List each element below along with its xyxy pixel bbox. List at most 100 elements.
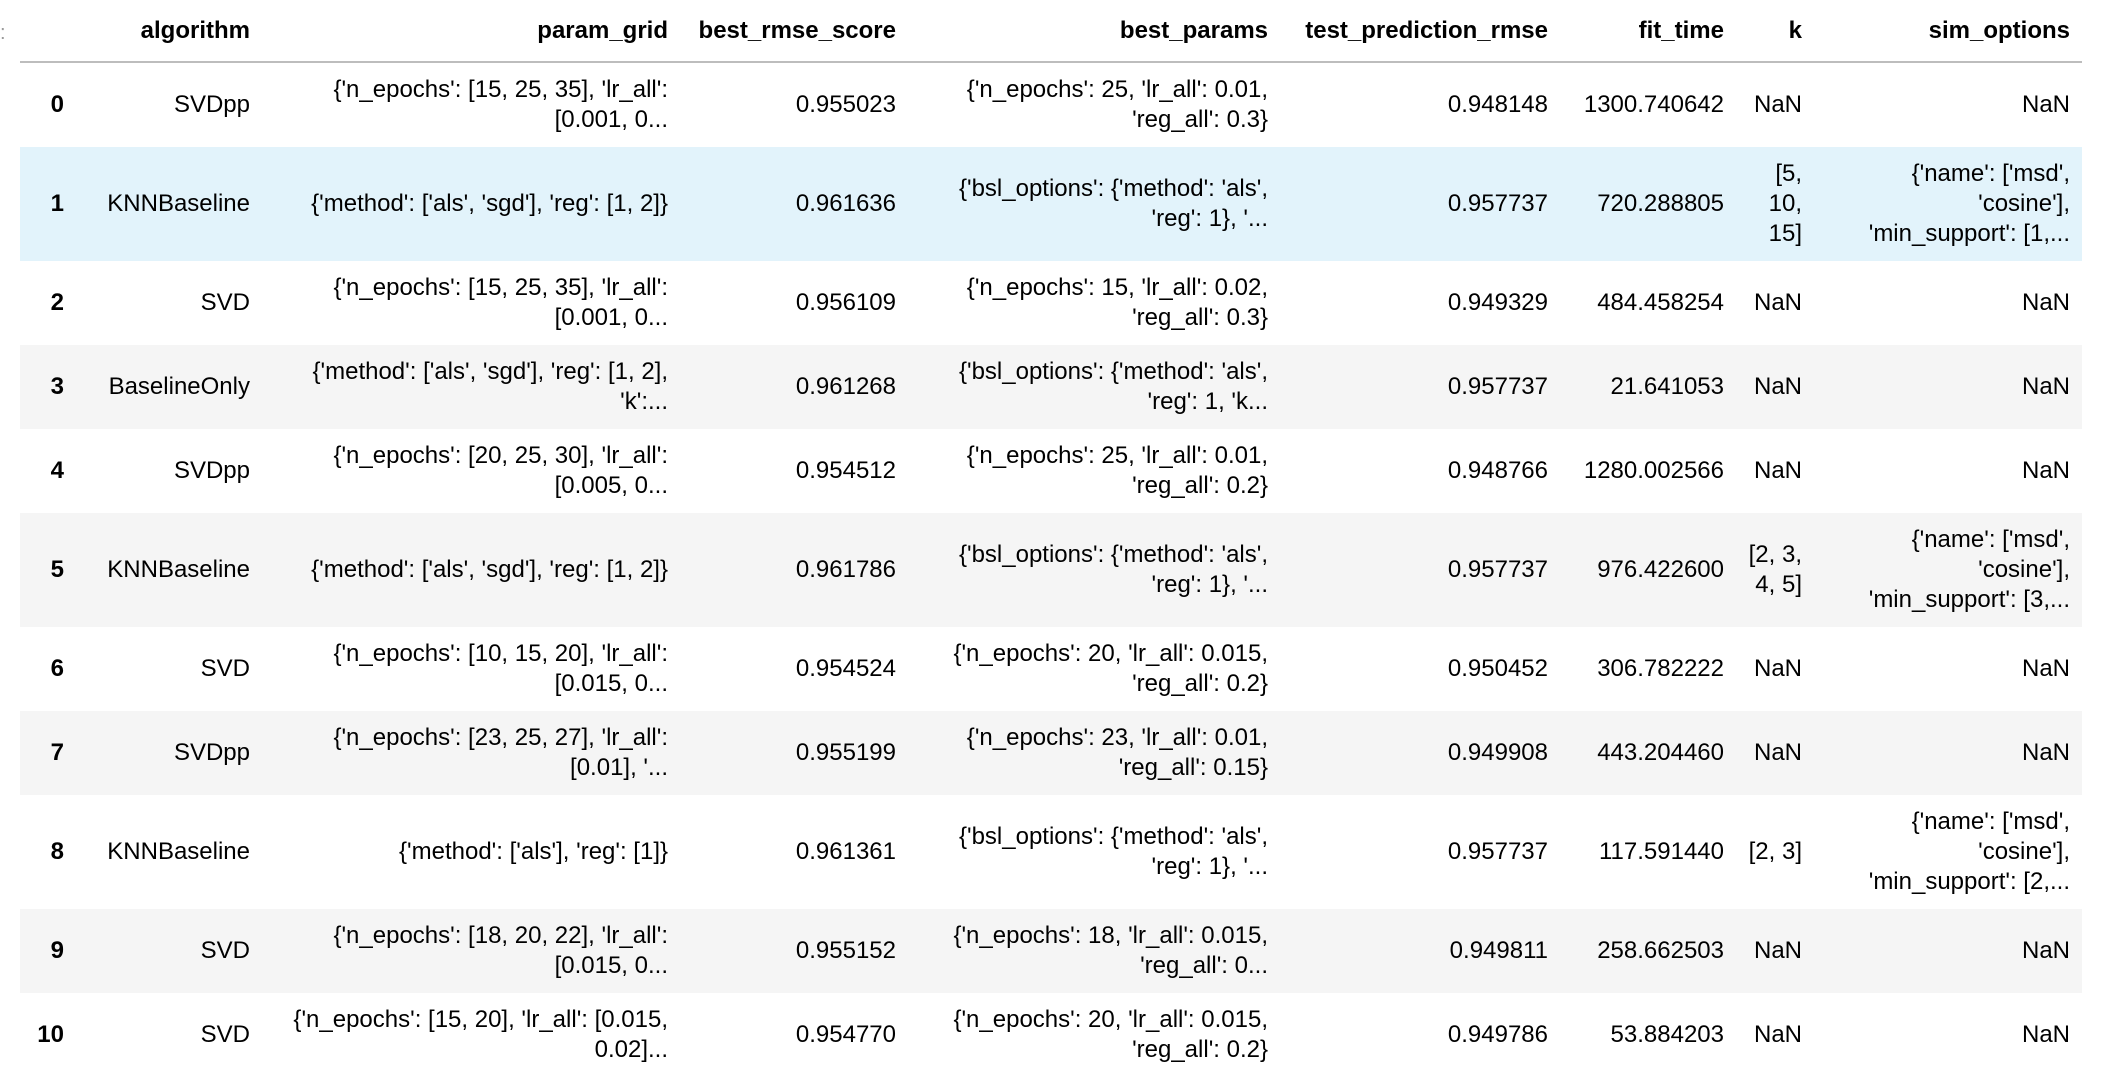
cell-best-rmse-score: 0.961268 xyxy=(795,373,896,400)
cell-sim-options: {'name': ['msd', 'cosine'], 'min_support… xyxy=(1868,526,2070,613)
cell-best-params: {'bsl_options': {'method': 'als', 'reg':… xyxy=(958,541,1268,598)
cell-test-prediction-rmse: 0.957737 xyxy=(1447,190,1548,217)
cell-fit-time: 720.288805 xyxy=(1597,190,1724,217)
dataframe-table: algorithm param_grid best_rmse_score bes… xyxy=(20,0,2082,1074)
cell-algorithm: SVD xyxy=(200,1021,250,1048)
table-row: 0 SVDpp {'n_epochs': [15, 25, 35], 'lr_all… xyxy=(20,62,2082,147)
cell-k: NaN xyxy=(1753,91,1802,118)
row-index: 6 xyxy=(50,655,64,682)
table-row: 1 KNNBaseline {'method': ['als', 'sgd'], '… xyxy=(20,147,2082,261)
row-index: 8 xyxy=(50,838,64,865)
cell-algorithm: SVD xyxy=(200,937,250,964)
column-header-fit-time: fit_time xyxy=(1560,0,1736,63)
cell-best-params: {'n_epochs': 25, 'lr_all': 0.01, 'reg_al… xyxy=(966,76,1268,133)
cell-fit-time: 258.662503 xyxy=(1597,937,1724,964)
cell-sim-options: NaN xyxy=(2021,289,2070,316)
cell-test-prediction-rmse: 0.957737 xyxy=(1447,373,1548,400)
cell-best-params: {'bsl_options': {'method': 'als', 'reg':… xyxy=(958,823,1268,880)
cell-fit-time: 117.591440 xyxy=(1598,838,1724,865)
cell-best-params: {'bsl_options': {'method': 'als', 'reg':… xyxy=(958,175,1268,232)
column-header-algorithm: algorithm xyxy=(76,0,262,63)
cell-test-prediction-rmse: 0.949786 xyxy=(1447,1021,1548,1048)
cell-param-grid: {'method': ['als'], 'reg': [1]} xyxy=(399,838,668,865)
cell-best-params: {'n_epochs': 25, 'lr_all': 0.01, 'reg_al… xyxy=(966,442,1268,499)
cell-k: NaN xyxy=(1753,937,1802,964)
table-row: 6 SVD {'n_epochs': [10, 15, 20], 'lr_all':… xyxy=(20,627,2082,711)
cell-sim-options: NaN xyxy=(2021,373,2070,400)
cell-algorithm: BaselineOnly xyxy=(108,373,250,400)
cell-best-rmse-score: 0.954524 xyxy=(795,655,896,682)
cell-fit-time: 976.422600 xyxy=(1597,556,1724,583)
cell-sim-options: NaN xyxy=(2021,937,2070,964)
row-index: 7 xyxy=(50,739,64,766)
cell-fit-time: 306.782222 xyxy=(1597,655,1724,682)
cell-test-prediction-rmse: 0.957737 xyxy=(1447,556,1548,583)
cell-algorithm: SVDpp xyxy=(173,457,250,484)
cell-k: NaN xyxy=(1753,457,1802,484)
cell-param-grid: {'n_epochs': [15, 25, 35], 'lr_all': [0.… xyxy=(333,274,668,331)
cell-fit-time: 53.884203 xyxy=(1610,1021,1724,1048)
cell-k: NaN xyxy=(1753,1021,1802,1048)
cell-best-rmse-score: 0.961636 xyxy=(795,190,896,217)
row-index: 0 xyxy=(50,91,64,118)
cell-sim-options: NaN xyxy=(2021,655,2070,682)
column-header-best-params: best_params xyxy=(908,0,1280,63)
cell-best-rmse-score: 0.955199 xyxy=(795,739,896,766)
cell-sim-options: NaN xyxy=(2021,739,2070,766)
table-row: 8 KNNBaseline {'method': ['als'], 'reg': [… xyxy=(20,795,2082,909)
cell-param-grid: {'n_epochs': [23, 25, 27], 'lr_all': [0.… xyxy=(333,724,668,781)
cell-fit-time: 443.204460 xyxy=(1597,739,1724,766)
cell-k: NaN xyxy=(1753,655,1802,682)
cell-param-grid: {'n_epochs': [20, 25, 30], 'lr_all': [0.… xyxy=(333,442,668,499)
cell-sim-options: NaN xyxy=(2021,1021,2070,1048)
cell-algorithm: SVD xyxy=(200,655,250,682)
cell-param-grid: {'method': ['als', 'sgd'], 'reg': [1, 2]… xyxy=(311,556,668,583)
cell-algorithm: SVDpp xyxy=(173,739,250,766)
cell-k: [2, 3] xyxy=(1748,838,1802,865)
cell-sim-options: {'name': ['msd', 'cosine'], 'min_support… xyxy=(1868,808,2070,895)
row-index: 1 xyxy=(50,190,64,217)
cell-k: [2, 3, 4, 5] xyxy=(1748,541,1802,598)
row-index: 2 xyxy=(50,289,64,316)
cell-test-prediction-rmse: 0.948766 xyxy=(1447,457,1548,484)
cell-sim-options: {'name': ['msd', 'cosine'], 'min_support… xyxy=(1868,160,2070,247)
row-index: 5 xyxy=(50,556,64,583)
table-row: 2 SVD {'n_epochs': [15, 25, 35], 'lr_all':… xyxy=(20,261,2082,345)
cell-test-prediction-rmse: 0.949329 xyxy=(1447,289,1548,316)
cell-best-params: {'n_epochs': 18, 'lr_all': 0.015, 'reg_a… xyxy=(953,922,1268,979)
cell-test-prediction-rmse: 0.949908 xyxy=(1447,739,1548,766)
output-gutter-marker: : xyxy=(0,22,6,44)
cell-k: NaN xyxy=(1753,739,1802,766)
row-index: 4 xyxy=(50,457,64,484)
cell-best-params: {'n_epochs': 15, 'lr_all': 0.02, 'reg_al… xyxy=(966,274,1268,331)
cell-algorithm: KNNBaseline xyxy=(107,556,250,583)
table-row: 9 SVD {'n_epochs': [18, 20, 22], 'lr_all':… xyxy=(20,909,2082,993)
cell-param-grid: {'n_epochs': [15, 20], 'lr_all': [0.015,… xyxy=(293,1006,668,1063)
cell-param-grid: {'method': ['als', 'sgd'], 'reg': [1, 2]… xyxy=(312,358,669,415)
cell-fit-time: 484.458254 xyxy=(1597,289,1724,316)
cell-best-params: {'bsl_options': {'method': 'als', 'reg':… xyxy=(958,358,1268,415)
cell-best-rmse-score: 0.954770 xyxy=(795,1021,896,1048)
cell-best-rmse-score: 0.955152 xyxy=(795,937,896,964)
column-header-test-prediction-rmse: test_prediction_rmse xyxy=(1280,0,1560,63)
cell-best-rmse-score: 0.954512 xyxy=(795,457,896,484)
cell-test-prediction-rmse: 0.950452 xyxy=(1447,655,1548,682)
cell-fit-time: 21.641053 xyxy=(1610,373,1724,400)
table-header-row: algorithm param_grid best_rmse_score bes… xyxy=(20,0,2082,63)
cell-fit-time: 1280.002566 xyxy=(1583,457,1724,484)
cell-best-params: {'n_epochs': 20, 'lr_all': 0.015, 'reg_a… xyxy=(953,640,1268,697)
cell-sim-options: NaN xyxy=(2021,457,2070,484)
table-row: 3 BaselineOnly {'method': ['als', 'sgd'], … xyxy=(20,345,2082,429)
cell-algorithm: KNNBaseline xyxy=(107,838,250,865)
cell-best-params: {'n_epochs': 23, 'lr_all': 0.01, 'reg_al… xyxy=(966,724,1268,781)
cell-sim-options: NaN xyxy=(2021,91,2070,118)
cell-best-rmse-score: 0.961786 xyxy=(795,556,896,583)
column-header-sim-options: sim_options xyxy=(1814,0,2082,63)
cell-param-grid: {'n_epochs': [18, 20, 22], 'lr_all': [0.… xyxy=(333,922,668,979)
table-row: 5 KNNBaseline {'method': ['als', 'sgd'], '… xyxy=(20,513,2082,627)
cell-test-prediction-rmse: 0.949811 xyxy=(1449,937,1548,964)
cell-k: NaN xyxy=(1753,289,1802,316)
column-header-k: k xyxy=(1736,0,1814,63)
cell-best-rmse-score: 0.961361 xyxy=(795,838,896,865)
cell-test-prediction-rmse: 0.948148 xyxy=(1447,91,1548,118)
